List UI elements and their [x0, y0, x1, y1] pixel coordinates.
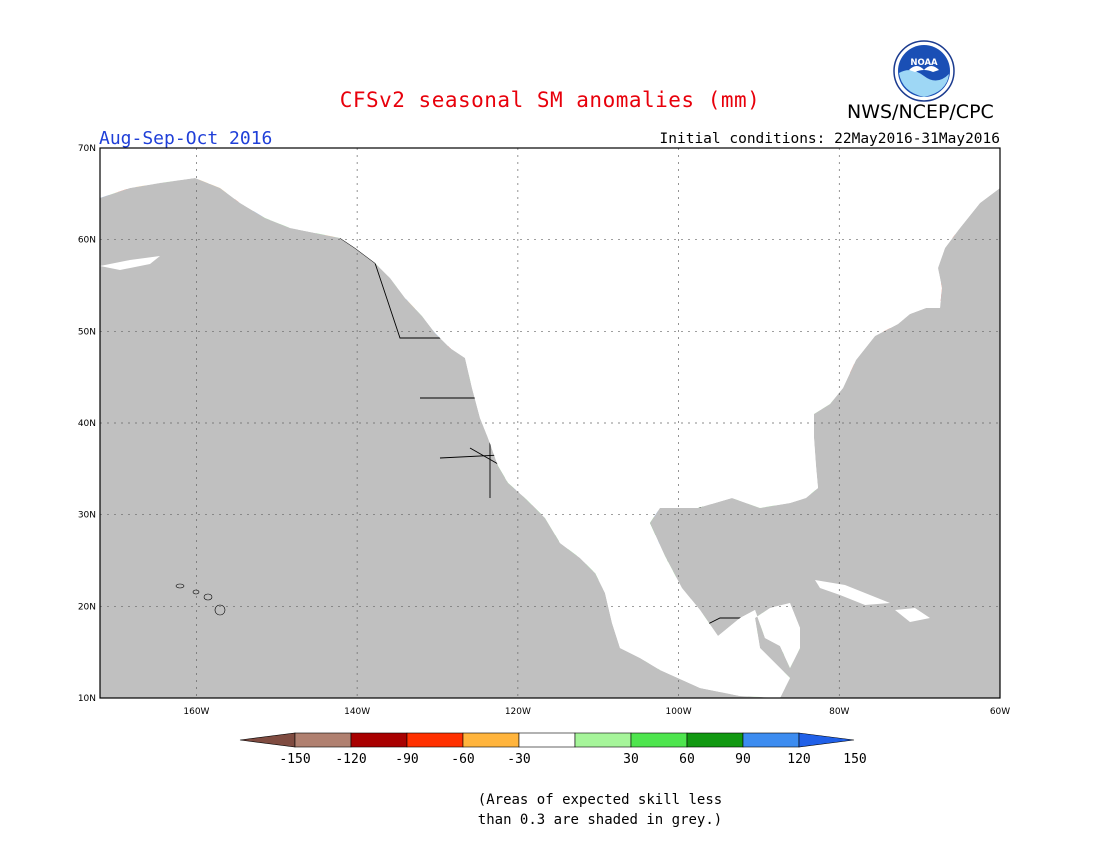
colorbar-box — [686, 732, 744, 748]
agency-label: NWS/NCEP/CPC — [847, 101, 994, 123]
lat-label: 30N — [78, 511, 96, 521]
colorbar-box — [574, 732, 632, 748]
hispaniola-land — [895, 608, 930, 622]
lon-label: 140W — [344, 707, 370, 717]
colorbar-box — [462, 732, 520, 748]
colorbar-label: 150 — [843, 752, 866, 767]
skill-note: (Areas of expected skill less than 0.3 a… — [0, 790, 1100, 830]
colorbar-label: -60 — [451, 752, 474, 767]
lat-label: 50N — [78, 327, 96, 337]
aleutian-islands — [100, 256, 160, 270]
colorbar-box — [630, 732, 688, 748]
colorbar-end-low — [239, 732, 296, 748]
colorbar-label: -90 — [395, 752, 418, 767]
lon-label: 100W — [666, 707, 692, 717]
hawaii-islands — [175, 583, 226, 616]
lon-label: 120W — [505, 707, 531, 717]
colorbar-label: -150 — [279, 752, 310, 767]
colorbar-label: 120 — [787, 752, 810, 767]
colorbar-box — [518, 732, 576, 748]
colorbar-label: 60 — [679, 752, 695, 767]
colorbar-label: -120 — [335, 752, 366, 767]
lon-label: 60W — [990, 707, 1010, 717]
colorbar-box — [350, 732, 408, 748]
lat-label: 70N — [78, 144, 96, 154]
map-title: CFSv2 seasonal SM anomalies (mm) — [339, 88, 761, 112]
cuba-land — [815, 580, 890, 605]
noaa-logo-text: NOAA — [910, 58, 938, 68]
map-frame — [99, 147, 1001, 699]
lat-label: 10N — [78, 694, 96, 704]
anomaly-map: 70N 60N 50N 40N 30N 20N 10N 160W 140W 120W 100W 80… — [78, 144, 1010, 722]
skill-note-line2: than 0.3 are shaded in grey.) — [477, 812, 723, 828]
colorbar-label: -30 — [507, 752, 530, 767]
lon-label: 160W — [183, 707, 209, 717]
lat-label: 40N — [78, 419, 96, 429]
colorbar-box — [406, 732, 464, 748]
colorbar-box — [742, 732, 800, 748]
lat-label: 60N — [78, 236, 96, 246]
lat-label: 20N — [78, 602, 96, 612]
colorbar-end-high — [798, 732, 855, 748]
colorbar-box — [294, 732, 352, 748]
colorbar-label: 90 — [735, 752, 751, 767]
colorbar-label: 30 — [623, 752, 639, 767]
initial-conditions-label: Initial conditions: 22May2016-31May2016 — [659, 131, 1000, 147]
colorbar-legend: -150 -120 -90 -60 -30 30 60 90 120 150 — [239, 732, 880, 781]
noaa-logo: NOAA — [893, 40, 955, 106]
lon-label: 80W — [829, 707, 849, 717]
skill-note-line1: (Areas of expected skill less — [477, 792, 723, 808]
season-label: Aug-Sep-Oct 2016 — [99, 128, 273, 149]
